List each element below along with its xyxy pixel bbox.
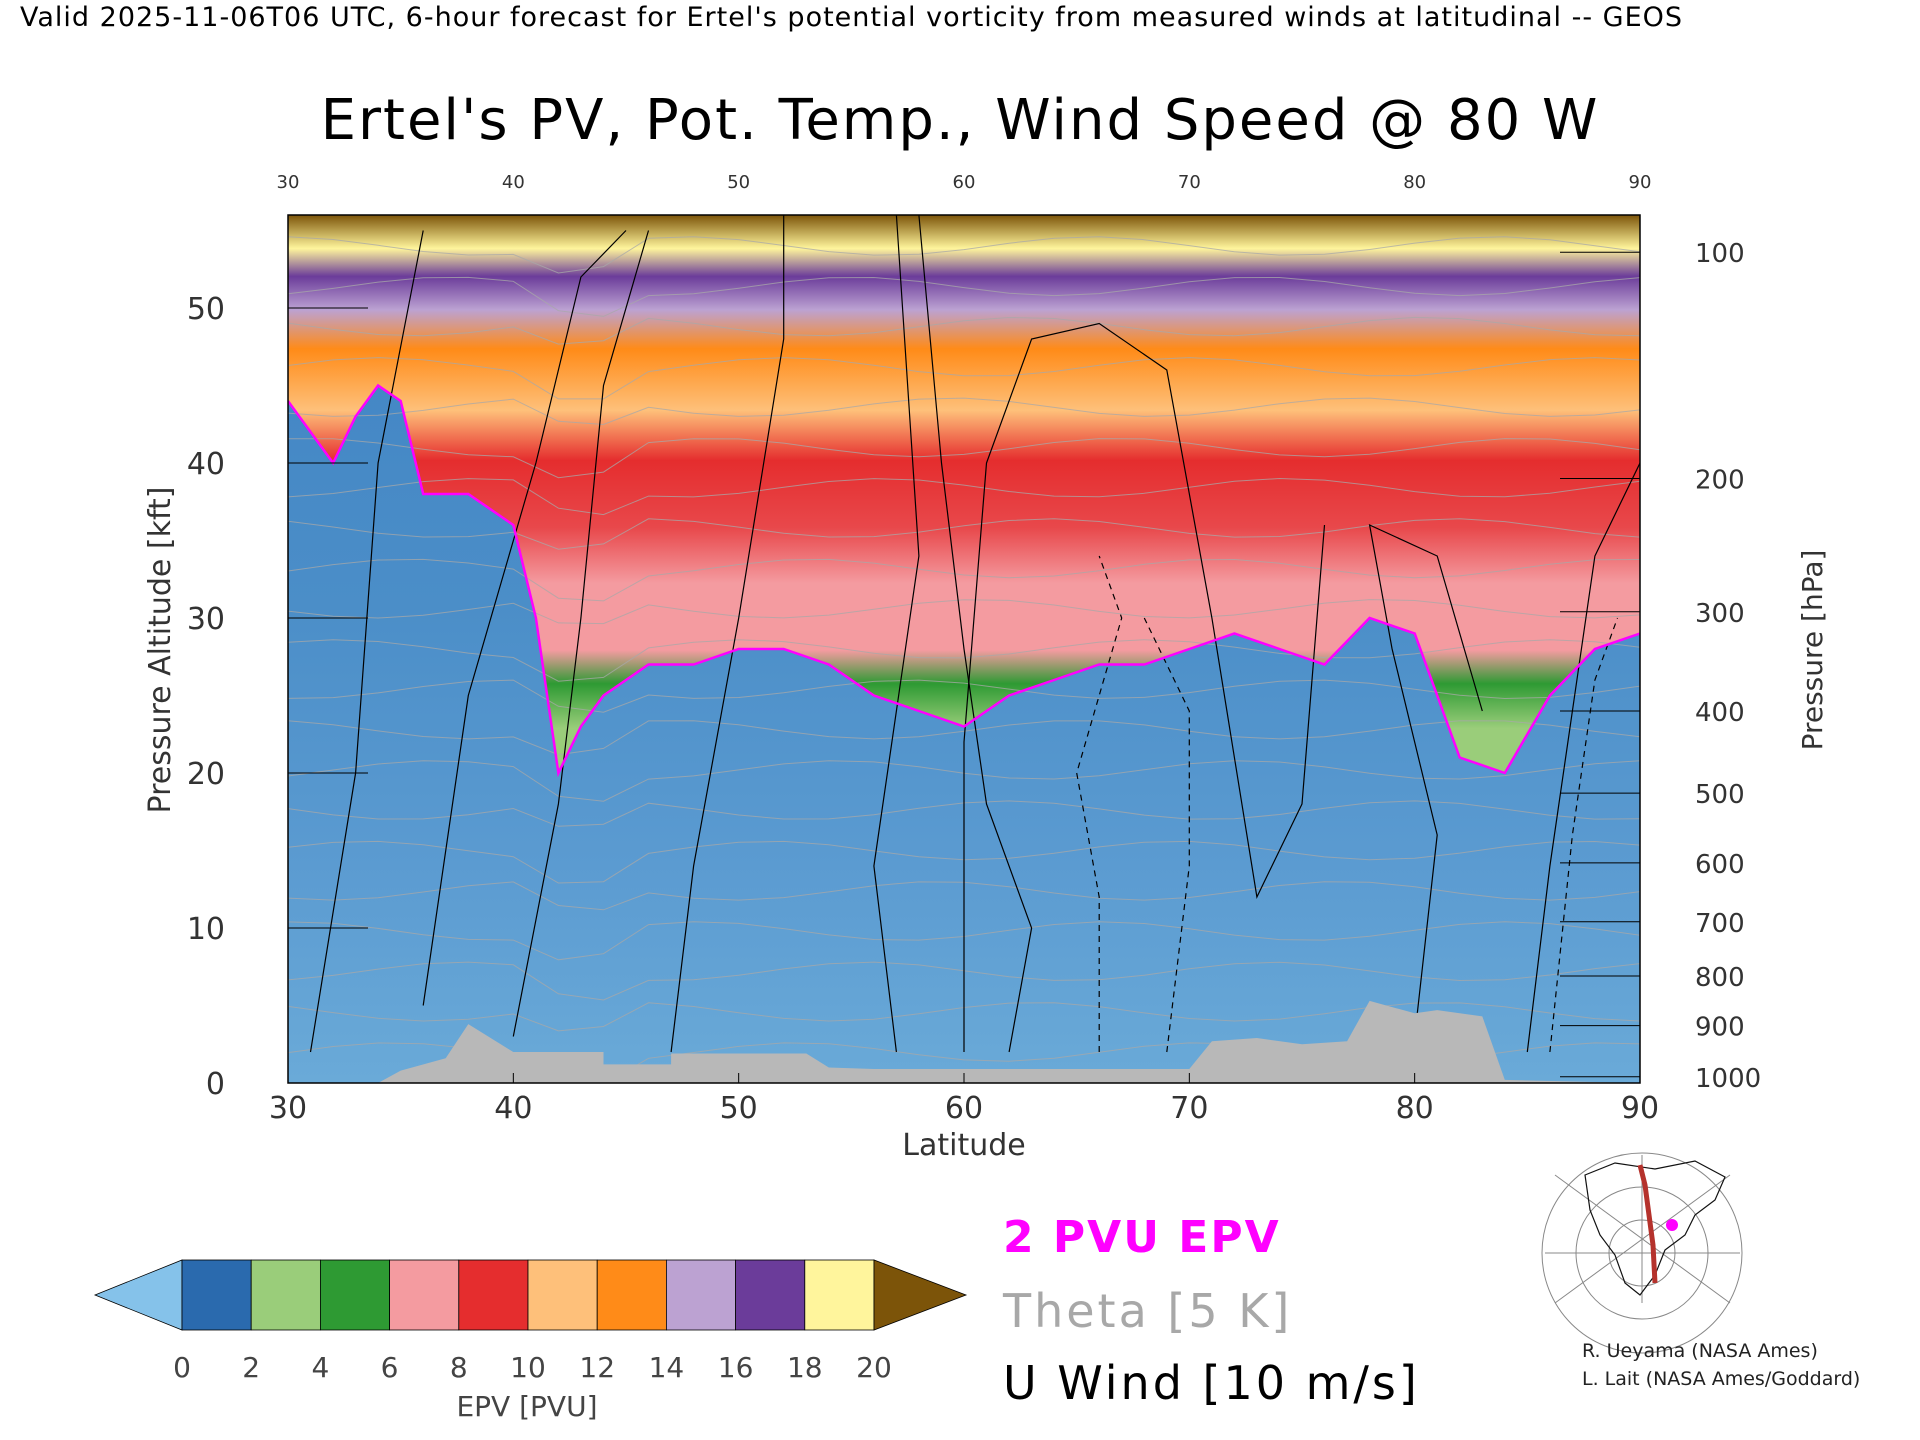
x-tick-label: 40 <box>494 1091 532 1126</box>
colorbar-tick-label: 14 <box>649 1351 685 1384</box>
colorbar-tick-label: 4 <box>311 1351 329 1384</box>
pv-2pvu-contour <box>288 383 1640 778</box>
colorbar-segment <box>319 1259 390 1331</box>
x-tick-label: 30 <box>269 1091 307 1126</box>
x-tick-label: 60 <box>945 1091 983 1126</box>
legend-u-wind: U Wind [10 m/s] <box>1003 1356 1420 1410</box>
theta-line <box>288 438 1640 479</box>
theta-line <box>288 558 1640 602</box>
x-tick-label: 80 <box>1396 1091 1434 1126</box>
wind-contour-negative <box>1076 555 1123 1052</box>
x-tick-label-top: 50 <box>727 172 750 193</box>
y-tick-label: 20 <box>187 757 225 792</box>
pressure-tick-label: 300 <box>1695 599 1745 629</box>
colorbar-under-triangle <box>93 1259 183 1331</box>
colorbar-tick-label: 18 <box>787 1351 823 1384</box>
colorbar-tick-label: 2 <box>242 1351 260 1384</box>
theta-line <box>288 679 1640 713</box>
x-tick-label-top: 60 <box>953 172 976 193</box>
theta-line <box>288 477 1640 516</box>
theta-line <box>288 397 1640 426</box>
credit-line-1: R. Ueyama (NASA Ames) <box>1582 1340 1818 1362</box>
x-tick-label: 50 <box>720 1091 758 1126</box>
wind-contour <box>1368 523 1483 1037</box>
colorbar-tick-label: 20 <box>856 1351 892 1384</box>
theta-line <box>288 236 1640 274</box>
x-tick-label-top: 40 <box>502 172 525 193</box>
pressure-tick-label: 900 <box>1695 1013 1745 1043</box>
wind-contour <box>670 215 785 1053</box>
colorbar-label: EPV [PVU] <box>456 1390 597 1423</box>
y-tick-label: 0 <box>206 1067 225 1102</box>
colorbar-tick-label: 6 <box>381 1351 399 1384</box>
theta-line <box>288 518 1640 550</box>
y-axis-ticks: 0 10 20 30 40 50 <box>187 292 368 1102</box>
wind-contour <box>918 215 1033 1053</box>
topography <box>288 1000 1640 1083</box>
pressure-axis-ticks: 100 200 300 400 500 600 700 800 900 1000 <box>1560 239 1761 1094</box>
colorbar-tick-label: 8 <box>450 1351 468 1384</box>
theta-line <box>288 639 1640 682</box>
y-axis-label: Pressure Altitude [kft] <box>143 487 178 814</box>
colorbar-tick-label: 16 <box>718 1351 754 1384</box>
x-tick-label-top: 80 <box>1403 172 1426 193</box>
colorbar-segment <box>735 1259 806 1331</box>
wind-contour <box>512 230 650 1037</box>
theta-line <box>288 357 1640 400</box>
colorbar-over-triangle <box>873 1259 968 1331</box>
pressure-tick-label: 500 <box>1695 780 1745 810</box>
wind-contour <box>422 230 627 1006</box>
x-tick-label-top: 70 <box>1178 172 1201 193</box>
credit-line-2: L. Lait (NASA Ames/Goddard) <box>1582 1368 1861 1390</box>
pressure-tick-label: 700 <box>1695 909 1745 939</box>
colorbar-segment <box>666 1259 737 1331</box>
colorbar-tick-label: 10 <box>510 1351 546 1384</box>
colorbar-segment <box>527 1259 598 1331</box>
pressure-tick-label: 100 <box>1695 239 1745 269</box>
plot-area <box>288 215 1640 1083</box>
legend-theta: Theta [5 K] <box>1003 1284 1293 1338</box>
colorbar-segment <box>389 1259 460 1331</box>
colorbar: 0 2 4 6 8 10 12 14 16 18 20 <box>93 1259 968 1384</box>
y-tick-label: 30 <box>187 602 225 637</box>
x-tick-label-top: 90 <box>1629 172 1652 193</box>
x-axis-ticks: 30 30 40 40 50 50 60 60 70 70 80 80 90 90 <box>269 172 1659 1126</box>
pressure-tick-label: 600 <box>1695 850 1745 880</box>
theta-contours <box>288 236 1640 1083</box>
colorbar-segment <box>181 1259 252 1331</box>
y-tick-label: 10 <box>187 912 225 947</box>
x-axis-label: Latitude <box>902 1128 1025 1163</box>
colorbar-segment <box>250 1259 321 1331</box>
theta-line <box>288 599 1640 625</box>
y2-axis-label: Pressure [hPa] <box>1796 550 1829 751</box>
x-tick-label-top: 30 <box>277 172 300 193</box>
colorbar-tick-label: 12 <box>579 1351 615 1384</box>
colorbar-segment <box>596 1259 667 1331</box>
wind-contour <box>963 322 1326 1052</box>
theta-line <box>288 276 1640 317</box>
theta-line <box>288 720 1640 756</box>
wind-contour-negative <box>1143 617 1190 1053</box>
colorbar-tick-label: 0 <box>173 1351 191 1384</box>
pressure-tick-label: 200 <box>1695 466 1745 496</box>
pressure-tick-label: 800 <box>1695 963 1745 993</box>
stratosphere-fill <box>288 215 1640 773</box>
pressure-tick-label: 1000 <box>1695 1064 1761 1094</box>
wind-contour-negative <box>1549 617 1619 1053</box>
colorbar-segment <box>804 1259 875 1331</box>
valid-header: Valid 2025-11-06T06 UTC, 6-hour forecast… <box>20 2 1684 33</box>
legend-pv: 2 PVU EPV <box>1003 1212 1281 1263</box>
chart-title: Ertel's PV, Pot. Temp., Wind Speed @ 80 … <box>320 88 1600 153</box>
colorbar-segment <box>458 1259 529 1331</box>
x-tick-label: 70 <box>1170 1091 1208 1126</box>
theta-line <box>288 316 1640 345</box>
y-tick-label: 40 <box>187 447 225 482</box>
pressure-tick-label: 400 <box>1695 698 1745 728</box>
x-tick-label: 90 <box>1621 1091 1659 1126</box>
y-tick-label: 50 <box>187 292 225 327</box>
inset-map <box>1541 1152 1743 1354</box>
u-wind-contours <box>309 215 1640 1053</box>
wind-contour <box>873 215 920 1053</box>
